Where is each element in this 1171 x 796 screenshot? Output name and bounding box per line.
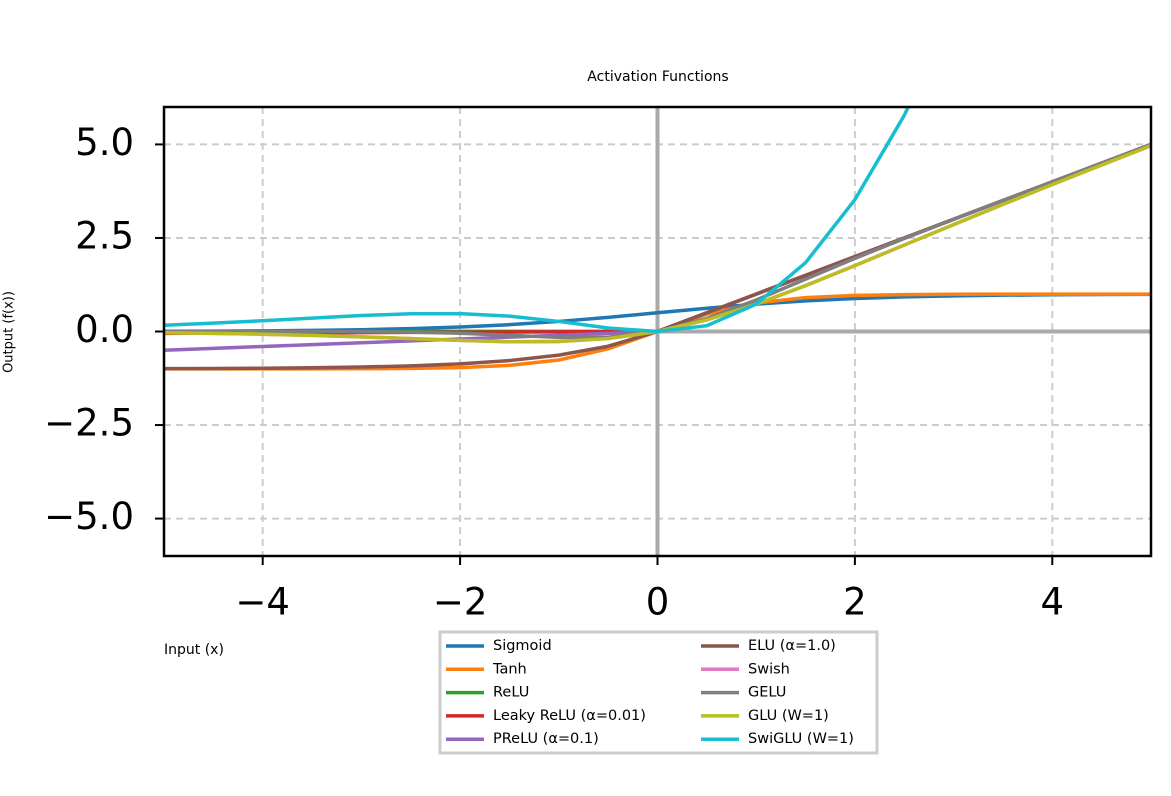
x-tick-label: 2 — [843, 581, 867, 624]
x-axis-label: Input (x) — [164, 642, 224, 658]
legend-label: PReLU (α=0.1) — [493, 731, 599, 747]
legend-label: Tanh — [492, 661, 527, 677]
legend-label: Sigmoid — [493, 638, 552, 654]
series-line — [164, 107, 911, 334]
y-tick-label: −2.5 — [44, 402, 134, 445]
legend-label: GELU — [748, 685, 786, 701]
x-tick-label: 4 — [1041, 581, 1065, 624]
chart-title: Activation Functions — [587, 69, 728, 85]
x-tick-label: −2 — [433, 581, 488, 624]
legend-label: GLU (W=1) — [748, 708, 829, 724]
y-tick-label: 0.0 — [75, 308, 134, 351]
x-tick-label: −4 — [235, 581, 290, 624]
legend-label: Swish — [748, 661, 790, 677]
legend-label: SwiGLU (W=1) — [748, 731, 854, 747]
legend-label: Leaky ReLU (α=0.01) — [493, 708, 646, 724]
legend-label: ReLU — [493, 685, 529, 701]
y-tick-label: −5.0 — [44, 495, 134, 538]
y-tick-label: 5.0 — [75, 121, 134, 164]
y-tick-label: 2.5 — [75, 214, 134, 257]
legend-label: ELU (α=1.0) — [748, 638, 836, 654]
legend-box — [438, 630, 879, 755]
x-tick-label: 0 — [646, 581, 670, 624]
plot-area — [164, 107, 1151, 371]
y-axis-label: Output (f(x)) — [2, 291, 17, 373]
plot-frame — [162, 105, 1153, 558]
